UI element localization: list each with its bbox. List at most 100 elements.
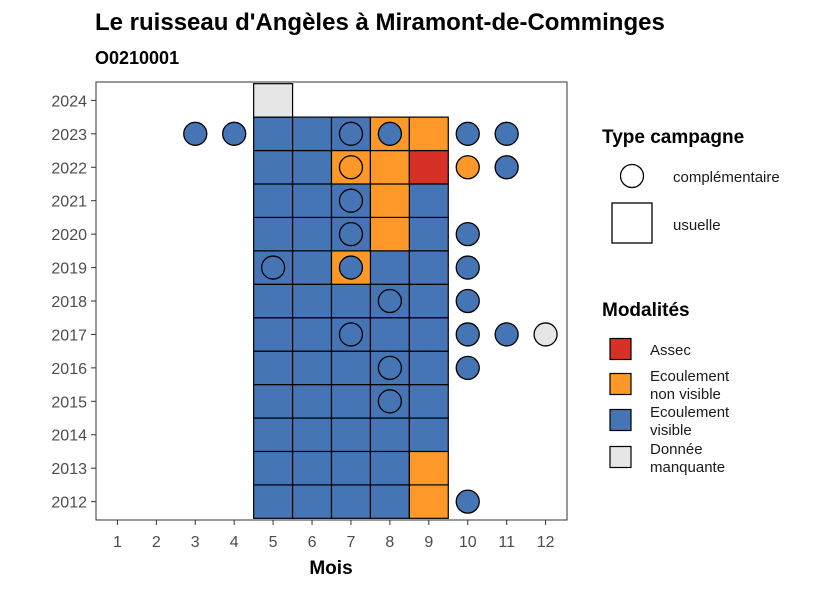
- tile-2013-9-ecoulement-non-visible: [408, 450, 449, 486]
- x-tick-label-5: 5: [269, 534, 278, 551]
- point-2021-7-ecoulement-visible: [338, 188, 364, 213]
- y-tick-label-2016: 2016: [51, 361, 87, 378]
- x-tick-label-2: 2: [152, 534, 161, 551]
- tile-2021-8-ecoulement-non-visible: [369, 183, 410, 219]
- tile-2015-9-ecoulement-visible: [408, 383, 449, 419]
- tile-2017-6-ecoulement-visible: [291, 317, 333, 352]
- tile-2015-5-ecoulement-visible: [253, 383, 294, 419]
- y-axis: 2012 2013 2014 2015 2016 2017 2018 2019 2020 2021…: [51, 93, 96, 512]
- legend-label-ecoulement-visible-line-2: visible: [650, 422, 692, 439]
- tile-2020-8-ecoulement-non-visible: [369, 216, 410, 252]
- point-2012-10-ecoulement-visible: [455, 489, 480, 514]
- tile-2016-7-ecoulement-visible: [330, 350, 372, 386]
- point-2016-8-ecoulement-visible: [377, 355, 403, 381]
- x-tick-label-12: 12: [537, 534, 555, 551]
- point-2023-3-ecoulement-visible: [183, 121, 208, 146]
- point-2020-10-ecoulement-visible: [455, 221, 480, 247]
- tile-2020-6-ecoulement-visible: [291, 216, 333, 252]
- tile-2015-7-ecoulement-visible: [330, 383, 372, 419]
- tile-2012-9-ecoulement-non-visible: [408, 484, 449, 519]
- tile-2019-8-ecoulement-visible: [369, 250, 410, 285]
- legend-key-square: [611, 202, 653, 244]
- point-2023-7-ecoulement-visible: [338, 121, 364, 146]
- x-tick-label-10: 10: [459, 534, 477, 551]
- legend-key-ecoulement-visible: [609, 408, 632, 432]
- tile-2012-6-ecoulement-visible: [291, 484, 333, 519]
- legend-label-donnee-manquante-line-1: Donnée: [650, 441, 703, 458]
- tile-2014-7-ecoulement-visible: [330, 417, 372, 453]
- tile-2021-5-ecoulement-visible: [253, 183, 294, 219]
- x-tick-label-1: 1: [113, 534, 122, 551]
- y-tick-label-2020: 2020: [51, 227, 87, 244]
- tile-2012-7-ecoulement-visible: [330, 484, 372, 519]
- x-tick-label-8: 8: [385, 534, 394, 551]
- point-2023-8-ecoulement-visible: [377, 121, 403, 146]
- x-axis: 1 2 3 4 5 6 7 8 9 10 11 12: [113, 520, 555, 551]
- tile-2019-6-ecoulement-visible: [291, 250, 333, 285]
- tile-2013-6-ecoulement-visible: [291, 450, 333, 486]
- tile-2022-8-ecoulement-non-visible: [369, 149, 410, 185]
- legend-type-title: Type campagne: [602, 127, 744, 148]
- tile-2022-5-ecoulement-visible: [253, 149, 294, 185]
- point-2019-7-ecoulement-visible: [338, 255, 364, 280]
- x-tick-label-9: 9: [424, 534, 433, 551]
- point-2023-11-ecoulement-visible: [494, 121, 519, 146]
- point-2023-4-ecoulement-visible: [222, 121, 247, 146]
- tile-2020-5-ecoulement-visible: [253, 216, 294, 252]
- tile-2013-8-ecoulement-visible: [369, 450, 410, 486]
- tile-2021-6-ecoulement-visible: [291, 183, 333, 219]
- legend-label-donnee-manquante-line-2: manquante: [650, 459, 725, 476]
- tile-2014-8-ecoulement-visible: [369, 417, 410, 453]
- plot-area: [183, 83, 558, 519]
- point-2017-12-donnee-manquante: [533, 322, 558, 347]
- y-tick-label-2021: 2021: [51, 194, 87, 211]
- tile-2017-9-ecoulement-visible: [408, 317, 449, 352]
- tile-2015-6-ecoulement-visible: [291, 383, 333, 419]
- legend-key-ecoulement-non-visible: [609, 372, 632, 396]
- tile-2022-6-ecoulement-visible: [291, 149, 333, 185]
- tile-2019-9-ecoulement-visible: [408, 250, 449, 285]
- tile-2016-9-ecoulement-visible: [408, 350, 449, 386]
- y-tick-label-2024: 2024: [51, 93, 87, 110]
- legend-key-donnee-manquante: [609, 445, 632, 469]
- point-2020-7-ecoulement-visible: [338, 221, 364, 247]
- point-2022-7-ecoulement-non-visible: [338, 155, 364, 180]
- tile-2023-9-ecoulement-non-visible: [408, 116, 449, 152]
- legend-modalites-title: Modalités: [602, 300, 690, 321]
- x-tick-label-11: 11: [498, 534, 515, 551]
- legend-label-ecoulement-non-visible-line-2: non visible: [650, 386, 721, 403]
- tile-2012-5-ecoulement-visible: [253, 484, 294, 519]
- chart-title: Le ruisseau d'Angèles à Miramont-de-Comm…: [95, 9, 665, 36]
- tile-2021-9-ecoulement-visible: [408, 183, 449, 219]
- y-tick-label-2023: 2023: [51, 127, 87, 144]
- point-2019-10-ecoulement-visible: [455, 255, 480, 280]
- tile-2022-9-assec: [408, 149, 449, 185]
- tile-2013-5-ecoulement-visible: [253, 450, 294, 486]
- point-2023-10-ecoulement-visible: [455, 121, 480, 146]
- tile-2013-7-ecoulement-visible: [330, 450, 372, 486]
- y-tick-label-2018: 2018: [51, 294, 87, 311]
- point-2017-10-ecoulement-visible: [455, 322, 480, 347]
- point-2015-8-ecoulement-visible: [377, 389, 403, 414]
- point-2019-5-ecoulement-visible: [260, 255, 286, 280]
- y-tick-label-2014: 2014: [51, 428, 87, 445]
- legend-label-ecoulement-visible-line-1: Ecoulement: [650, 404, 730, 421]
- x-tick-label-6: 6: [308, 534, 317, 551]
- y-tick-label-2022: 2022: [51, 160, 87, 177]
- point-2016-10-ecoulement-visible: [455, 355, 480, 381]
- y-tick-label-2015: 2015: [51, 394, 87, 411]
- legend-label-assec-line-1: Assec: [650, 342, 691, 359]
- chart-subtitle: O0210001: [95, 48, 179, 68]
- legend-type-campagne: Type campagne complémentaire usuelle: [602, 127, 780, 244]
- x-tick-label-3: 3: [191, 534, 200, 551]
- x-axis-title: Mois: [309, 558, 352, 579]
- tile-2018-7-ecoulement-visible: [330, 283, 372, 319]
- y-tick-label-2013: 2013: [51, 461, 87, 478]
- tile-2014-6-ecoulement-visible: [291, 417, 333, 453]
- tile-2012-8-ecoulement-visible: [369, 484, 410, 519]
- point-2022-10-ecoulement-non-visible: [455, 155, 480, 180]
- y-tick-label-2017: 2017: [51, 327, 87, 344]
- point-2017-11-ecoulement-visible: [494, 322, 519, 347]
